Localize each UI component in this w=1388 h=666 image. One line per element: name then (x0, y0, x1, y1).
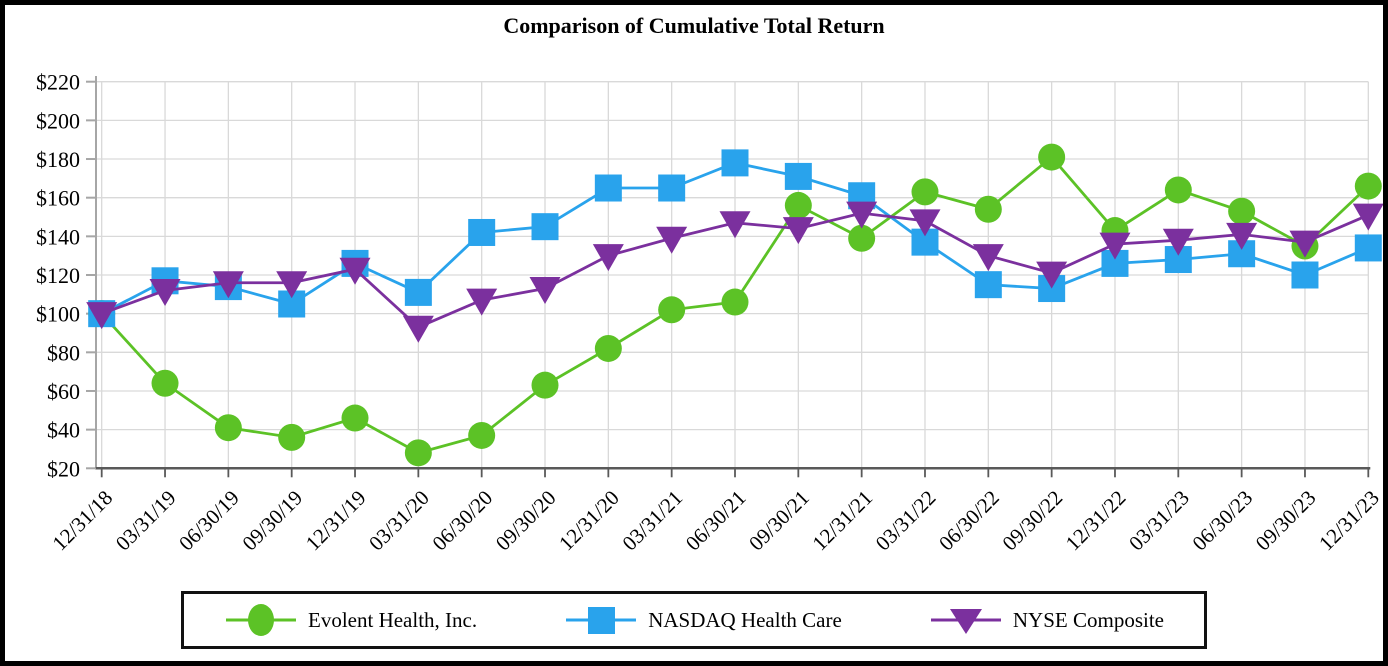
data-point-marker (402, 315, 434, 343)
y-tick-label: $120 (36, 263, 80, 288)
data-point-marker (531, 371, 559, 399)
x-tick-label: 06/30/23 (1187, 486, 1257, 556)
data-point-marker (784, 191, 812, 219)
series-markers-nyse (86, 201, 1384, 343)
data-point-marker (1354, 172, 1382, 200)
legend-label-nasdaq: NASDAQ Health Care (648, 607, 842, 632)
data-point-marker (529, 277, 561, 305)
y-tick-label: $20 (47, 456, 80, 481)
data-point-marker (656, 226, 688, 254)
chart-legend: Evolent Health, Inc. NASDAQ Health Care … (181, 591, 1207, 649)
y-tick-label: $200 (36, 108, 80, 133)
data-point-marker (149, 278, 181, 306)
legend-item-evolent: Evolent Health, Inc. (224, 600, 477, 640)
data-point-marker (658, 174, 686, 202)
y-tick-label: $220 (36, 70, 80, 95)
data-point-marker (848, 224, 876, 252)
data-point-marker (1228, 197, 1256, 225)
x-tick-label: 12/31/23 (1314, 486, 1384, 556)
data-point-marker (1291, 261, 1319, 289)
data-point-marker (719, 211, 751, 239)
data-point-marker (592, 244, 624, 272)
x-tick-label: 09/30/20 (491, 486, 561, 556)
x-axis-tick-labels: 12/31/1803/31/1906/30/1909/30/1912/31/19… (47, 486, 1383, 556)
legend-item-nyse: NYSE Composite (929, 600, 1164, 640)
data-point-marker (468, 218, 496, 246)
x-tick-label: 12/31/20 (554, 486, 624, 556)
data-point-marker (658, 296, 686, 324)
data-point-marker (1164, 176, 1192, 204)
x-tick-label: 06/30/22 (934, 486, 1004, 556)
x-tick-label: 09/30/23 (1251, 486, 1321, 556)
x-tick-label: 03/31/21 (617, 486, 687, 556)
y-tick-label: $40 (47, 418, 80, 443)
data-point-marker (276, 271, 308, 299)
x-tick-label: 03/31/19 (111, 486, 181, 556)
data-point-marker (151, 369, 179, 397)
data-point-marker (846, 201, 878, 229)
y-tick-label: $140 (36, 224, 80, 249)
data-point-marker (911, 178, 939, 206)
data-point-marker (339, 257, 371, 285)
data-point-marker (341, 404, 369, 432)
data-point-marker (212, 271, 244, 299)
axis-ticks (86, 80, 1370, 478)
evolent-circle-legend-marker (226, 604, 296, 636)
data-point-marker (531, 213, 559, 241)
data-point-marker (594, 334, 622, 362)
y-axis-tick-labels: $20 $40 $60 $80 $100 $120 $140 $160 $180 $200 $220 (36, 70, 80, 482)
data-point-marker (972, 244, 1004, 272)
x-tick-label: 06/30/20 (427, 486, 497, 556)
data-point-marker (468, 421, 496, 449)
data-point-marker (1038, 143, 1066, 171)
data-point-marker (1036, 261, 1068, 289)
data-point-marker (909, 209, 941, 237)
axes (95, 76, 1371, 470)
data-point-marker (721, 288, 749, 316)
data-point-marker (1099, 232, 1131, 260)
nyse-triangle-legend-marker (930, 609, 1001, 634)
data-point-marker (1352, 203, 1384, 231)
y-tick-label: $80 (47, 340, 80, 365)
y-tick-label: $100 (36, 302, 80, 327)
chart-title: Comparison of Cumulative Total Return (503, 13, 885, 38)
data-point-marker (974, 195, 1002, 223)
data-point-marker (278, 423, 306, 451)
y-tick-label: $160 (36, 186, 80, 211)
data-point-marker (974, 271, 1002, 299)
data-point-marker (404, 278, 432, 306)
x-tick-label: 06/30/21 (681, 486, 751, 556)
x-tick-label: 12/31/19 (301, 486, 371, 556)
y-tick-label: $180 (36, 147, 80, 172)
x-tick-label: 09/30/21 (744, 486, 814, 556)
data-point-marker (721, 149, 749, 177)
legend-item-nasdaq: NASDAQ Health Care (564, 600, 842, 640)
data-point-marker (782, 217, 814, 245)
horizontal-gridlines (96, 81, 1369, 431)
x-tick-label: 09/30/22 (997, 486, 1067, 556)
data-point-marker (404, 439, 432, 467)
x-tick-label: 12/31/18 (47, 486, 117, 556)
x-tick-label: 03/31/23 (1124, 486, 1194, 556)
data-point-marker (594, 174, 622, 202)
x-tick-label: 12/31/22 (1061, 486, 1131, 556)
legend-label-evolent: Evolent Health, Inc. (308, 607, 478, 632)
nasdaq-square-legend-marker (566, 607, 637, 634)
data-point-marker (214, 414, 242, 442)
data-point-marker (1162, 228, 1194, 256)
x-tick-label: 06/30/19 (174, 486, 244, 556)
y-tick-label: $60 (47, 379, 80, 404)
data-point-marker (86, 302, 118, 330)
x-tick-label: 12/31/21 (807, 486, 877, 556)
legend-label-nyse: NYSE Composite (1012, 607, 1164, 632)
data-point-marker (784, 162, 812, 190)
data-point-marker (466, 288, 498, 316)
x-tick-label: 09/30/19 (237, 486, 307, 556)
x-tick-label: 03/31/22 (871, 486, 941, 556)
data-point-marker (1354, 234, 1382, 262)
data-point-marker (1289, 230, 1321, 258)
x-tick-label: 03/31/20 (364, 486, 434, 556)
data-point-marker (1226, 222, 1258, 250)
